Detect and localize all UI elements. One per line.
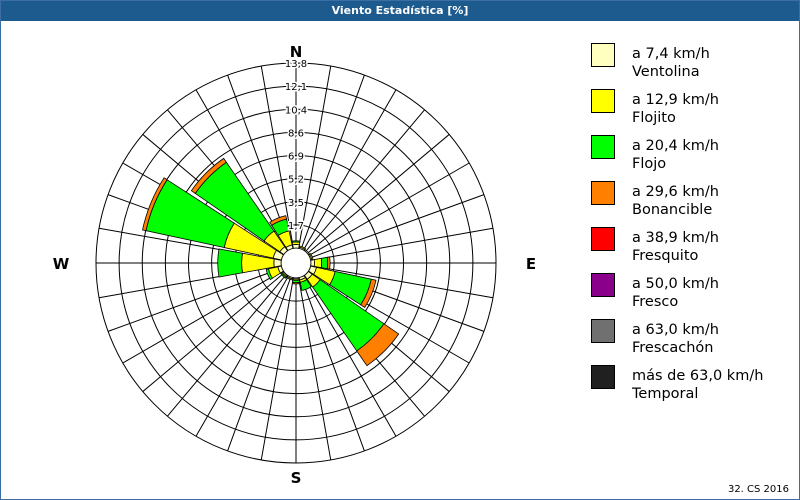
legend-item: a 12,9 km/h Flojito — [589, 87, 794, 133]
petal-segment — [280, 272, 287, 279]
legend-class-name: Flojito — [632, 110, 676, 126]
grid-spoke — [310, 265, 494, 299]
legend-item: a 29,6 km/h Bonancible — [589, 179, 794, 225]
legend-class-name: Fresco — [632, 294, 679, 310]
grid-spoke — [300, 276, 365, 452]
legend: a 7,4 km/h Ventolina a 12,9 km/h Flojito a 2… — [589, 41, 794, 409]
petal-segment — [291, 281, 301, 285]
legend-class-name: Frescachón — [632, 340, 714, 356]
petal-segment — [190, 157, 227, 194]
grid-spoke — [307, 134, 450, 254]
radial-tick-label: 6,9 — [288, 152, 304, 163]
radial-tick-label: 5,2 — [288, 175, 304, 186]
grid-spoke — [300, 74, 365, 250]
legend-item: más de 63,0 km/h Temporal — [589, 363, 794, 409]
legend-range: a 7,4 km/h — [632, 46, 710, 62]
radial-tick-label: 1,7 — [288, 221, 304, 232]
legend-swatch — [591, 43, 615, 67]
legend-label: a 63,0 km/h Frescachón — [632, 321, 719, 357]
petal-segment — [217, 248, 243, 278]
petal-segment — [360, 278, 377, 308]
legend-range: a 12,9 km/h — [632, 92, 719, 108]
legend-swatch — [591, 365, 615, 389]
compass-e: E — [526, 255, 536, 273]
grid-spoke — [260, 65, 294, 249]
legend-class-name: Flojo — [632, 156, 667, 172]
petal-segment — [303, 249, 310, 256]
compass-w: W — [53, 255, 70, 273]
legend-range: a 29,6 km/h — [632, 184, 719, 200]
petal-segment — [326, 256, 331, 270]
legend-swatch — [591, 89, 615, 113]
petal-segment — [313, 257, 323, 269]
radial-tick-label: 10,4 — [285, 105, 307, 116]
legend-swatch — [591, 135, 615, 159]
grid-spoke — [303, 275, 397, 437]
radial-tick-label: 12,1 — [285, 82, 307, 93]
legend-swatch — [591, 273, 615, 297]
petal-segment — [310, 259, 315, 267]
radial-tick-label: 8,6 — [288, 128, 304, 139]
grid-spoke — [227, 276, 292, 452]
window-title: Viento Estadística [%] — [1, 1, 799, 21]
legend-label: a 50,0 km/h Fresco — [632, 275, 719, 311]
legend-class-name: Bonancible — [632, 202, 713, 218]
grid-spoke — [142, 272, 285, 392]
petal-segment — [292, 244, 300, 249]
legend-label: a 38,9 km/h Fresquito — [632, 229, 719, 265]
grid-spoke — [107, 267, 283, 332]
grid-spoke — [308, 162, 470, 256]
legend-item: a 20,4 km/h Flojo — [589, 133, 794, 179]
legend-swatch — [591, 319, 615, 343]
footer-note: 32. CS 2016 — [727, 484, 789, 495]
petal-segment — [286, 276, 294, 281]
legend-label: a 7,4 km/h Ventolina — [632, 45, 710, 81]
radial-tick-label: 3,5 — [288, 198, 304, 209]
petal-segment — [320, 256, 329, 270]
grid-spoke — [167, 274, 287, 417]
legend-item: a 63,0 km/h Frescachón — [589, 317, 794, 363]
legend-range: a 38,9 km/h — [632, 230, 719, 246]
legend-class-name: Fresquito — [632, 248, 699, 264]
compass-s: S — [291, 469, 302, 487]
petal-segment — [291, 240, 301, 243]
grid-spoke — [260, 277, 294, 461]
wind-rose-chart: 1,7 3,5 5,2 6,9 8,6 10,4 12,1 13,8N S W E — [53, 43, 536, 487]
legend-item: a 7,4 km/h Ventolina — [589, 41, 794, 87]
grid-spoke — [309, 194, 485, 259]
petal-segment — [299, 279, 312, 291]
legend-item: a 38,9 km/h Fresquito — [589, 225, 794, 271]
legend-range: a 50,0 km/h — [632, 276, 719, 292]
legend-label: a 29,6 km/h Bonancible — [632, 183, 719, 219]
petal-segment — [269, 215, 288, 226]
legend-range: a 20,4 km/h — [632, 138, 719, 154]
petal-segment — [298, 245, 306, 250]
legend-label: más de 63,0 km/h Temporal — [632, 367, 763, 403]
legend-label: a 12,9 km/h Flojito — [632, 91, 719, 127]
legend-range: a 63,0 km/h — [632, 322, 719, 338]
grid-spoke — [298, 65, 332, 249]
petal-segment — [265, 268, 273, 281]
petal-segment — [356, 323, 400, 367]
legend-swatch — [591, 227, 615, 251]
legend-range: más de 63,0 km/h — [632, 368, 764, 384]
compass-n: N — [290, 43, 303, 61]
grid-spoke — [195, 275, 289, 437]
legend-item: a 50,0 km/h Fresco — [589, 271, 794, 317]
radial-tick-label: 13,8 — [285, 59, 307, 70]
legend-swatch — [591, 181, 615, 205]
grid-spoke — [122, 270, 284, 364]
grid-spoke — [298, 277, 332, 461]
petal-segment — [273, 258, 282, 268]
grid-spoke — [303, 89, 397, 251]
grid-spoke — [310, 227, 494, 261]
legend-class-name: Temporal — [632, 386, 699, 402]
legend-label: a 20,4 km/h Flojo — [632, 137, 719, 173]
legend-class-name: Ventolina — [632, 64, 700, 80]
petal-segment — [309, 253, 314, 261]
petal-segment — [142, 177, 168, 232]
grid-spoke — [305, 109, 425, 252]
